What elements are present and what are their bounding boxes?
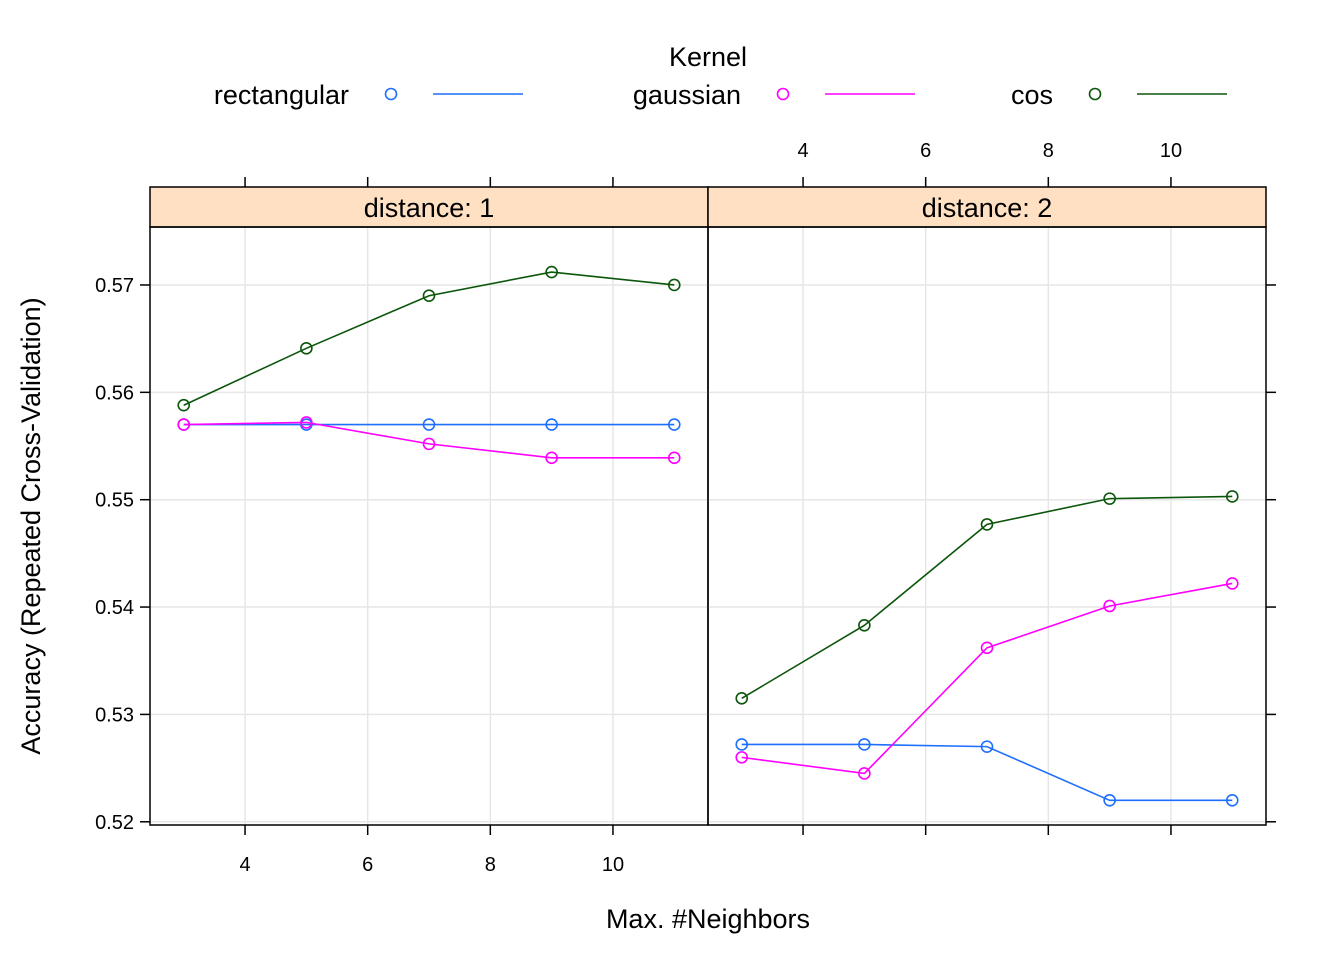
legend-label-cos: cos: [1011, 80, 1053, 110]
x-tick-label-10: 10: [602, 854, 624, 876]
point-gaussian-9: [1103, 599, 1116, 613]
legend-symbol-cos: [1088, 87, 1102, 101]
point-gaussian-3: [177, 418, 191, 431]
y-tick-label-0.56: 0.56: [95, 382, 134, 404]
point-rectangular-11: [667, 418, 681, 431]
series-line-rectangular: [741, 743, 1233, 802]
y-axis-title: Accuracy (Repeated Cross-Validation): [16, 297, 46, 754]
panel-1: distance: 1 4 6 8 10 0.52 0.53 0.54 0.55 0.56 0.57: [95, 177, 709, 876]
point-cos-9: [545, 265, 558, 279]
x-tick-label-8: 8: [485, 854, 496, 876]
y-tick-label-0.53: 0.53: [95, 704, 134, 726]
point-cos-9: [1103, 492, 1116, 505]
y-tick-label-0.52: 0.52: [95, 812, 134, 834]
point-gaussian-7: [422, 437, 436, 451]
point-cos-3: [177, 398, 191, 412]
legend: Kernel rectangular gaussian cos: [214, 42, 1227, 110]
point-gaussian-5: [858, 767, 871, 780]
panel-2: distance: 2 4 6 8 10: [707, 140, 1276, 835]
series-line-gaussian: [183, 421, 675, 459]
x-tick-label-top-6: 6: [920, 140, 931, 162]
point-rectangular-7: [980, 740, 994, 753]
strip-2: [707, 186, 1267, 228]
point-gaussian-11: [667, 451, 681, 465]
panel-frame-2: [707, 226, 1267, 826]
point-cos-5: [300, 342, 313, 355]
x-tick-label-6: 6: [362, 854, 373, 876]
x-tick-label-top-10: 10: [1160, 140, 1182, 162]
point-rectangular-3: [735, 738, 749, 751]
series-line-gaussian: [741, 582, 1233, 775]
x-tick-label-top-8: 8: [1043, 140, 1054, 162]
point-gaussian-7: [980, 641, 994, 655]
point-cos-3: [735, 692, 749, 705]
point-rectangular-11: [1225, 794, 1239, 807]
legend-title: Kernel: [669, 42, 747, 72]
point-gaussian-3: [735, 751, 749, 764]
point-cos-7: [422, 289, 436, 303]
point-rectangular-9: [1103, 794, 1116, 807]
legend-label-rectangular: rectangular: [214, 80, 349, 110]
strip-label-2: distance: 2: [922, 193, 1053, 223]
legend-symbol-rectangular: [384, 87, 398, 101]
point-gaussian-5: [300, 416, 313, 429]
point-cos-11: [667, 278, 681, 292]
strip-label-1: distance: 1: [364, 193, 495, 223]
point-cos-7: [980, 518, 994, 531]
point-cos-11: [1225, 490, 1239, 503]
point-cos-5: [858, 619, 871, 632]
y-tick-label-0.55: 0.55: [95, 490, 134, 512]
series-line-cos: [741, 495, 1233, 700]
point-gaussian-11: [1225, 577, 1239, 590]
x-axis-title: Max. #Neighbors: [606, 904, 810, 934]
x-tick-label-4: 4: [239, 854, 250, 876]
y-tick-label-0.54: 0.54: [95, 597, 134, 619]
series-line-cos: [183, 271, 675, 406]
point-rectangular-5: [858, 738, 871, 751]
point-rectangular-9: [545, 418, 558, 431]
legend-symbol-gaussian: [776, 87, 790, 101]
point-gaussian-9: [545, 451, 558, 465]
panel-frame-1: [149, 226, 709, 826]
panels: distance: 1 4 6 8 10 0.52 0.53 0.54 0.55 0.56 0.57…: [95, 140, 1276, 876]
x-tick-label-top-4: 4: [797, 140, 808, 162]
y-tick-label-0.57: 0.57: [95, 275, 134, 297]
point-rectangular-7: [422, 418, 436, 431]
legend-label-gaussian: gaussian: [633, 80, 741, 110]
